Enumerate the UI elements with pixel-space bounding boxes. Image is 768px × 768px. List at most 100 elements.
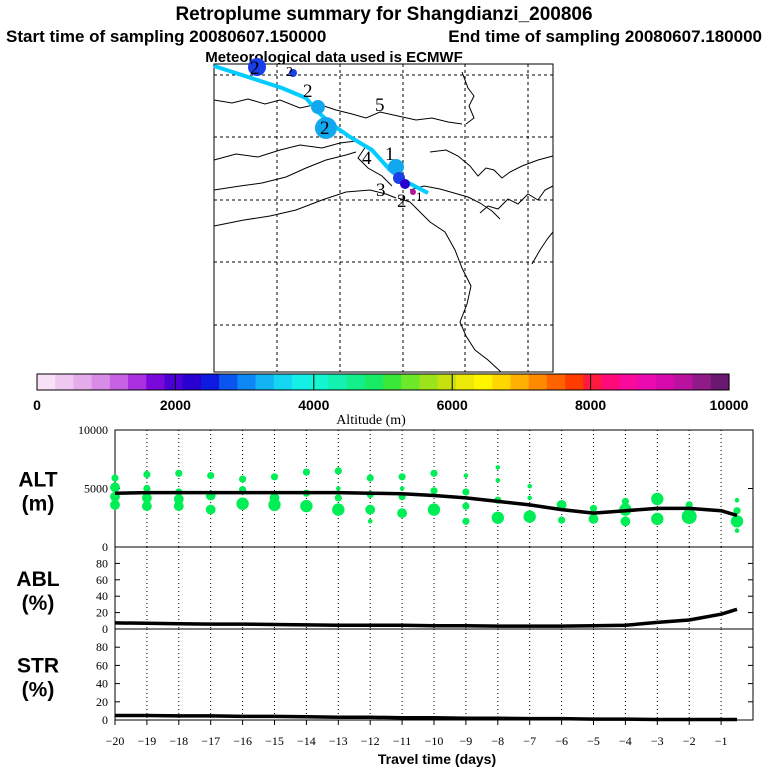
- altitude-point: [730, 515, 744, 528]
- altitude-point: [589, 504, 598, 512]
- x-tick-label: −9: [460, 734, 473, 748]
- x-axis-label: Travel time (days): [378, 751, 496, 767]
- colorbar-swatch: [255, 374, 275, 390]
- panel-label-name: ALT: [18, 469, 57, 492]
- altitude-point: [733, 507, 741, 515]
- altitude-point: [175, 469, 183, 477]
- colorbar-swatch: [164, 374, 184, 390]
- panel-label-unit: (m): [22, 493, 55, 516]
- colorbar-swatches: [37, 374, 730, 390]
- altitude-point: [427, 503, 441, 516]
- altitude-point: [495, 465, 501, 470]
- altitude-point: [620, 516, 631, 527]
- colorbar: 0 2000 4000 6000 8000 10000 Altitude (m): [33, 373, 749, 428]
- x-tick-label: −13: [329, 734, 348, 748]
- x-tick-label: −12: [361, 734, 380, 748]
- altitude-point: [430, 487, 438, 495]
- panel-alt: 10000 5000 0 ALT(m): [18, 423, 754, 554]
- panel-str: 80 60 40 20 0 STR(%): [17, 628, 754, 727]
- altitude-point: [495, 478, 501, 483]
- altitude-point: [336, 486, 341, 491]
- colorbar-swatch: [510, 374, 530, 390]
- altitude-point: [588, 514, 599, 524]
- colorbar-tick-label: 0: [33, 397, 41, 413]
- region-number: 5: [375, 95, 385, 116]
- altitude-point: [734, 497, 740, 503]
- y-tick-label: 60: [96, 658, 108, 672]
- altitude-point: [173, 501, 184, 511]
- altitude-point: [270, 473, 279, 481]
- start-time-label: Start time of sampling 20080607.150000: [6, 27, 326, 46]
- altitude-point: [462, 488, 470, 496]
- region-number: 2: [397, 191, 407, 212]
- altitude-point: [207, 472, 215, 480]
- region-number: 4: [362, 148, 372, 169]
- x-tick-label: −17: [201, 734, 220, 748]
- altitude-point: [651, 492, 664, 506]
- x-tick-label: −20: [106, 734, 125, 748]
- colorbar-swatch: [619, 374, 639, 390]
- altitude-point: [366, 474, 374, 482]
- colorbar-swatch: [437, 374, 457, 390]
- colorbar-swatch: [692, 374, 712, 390]
- map-frame: [213, 63, 554, 373]
- altitude-point: [556, 500, 567, 510]
- coastlines: [213, 71, 554, 373]
- altitude-point: [398, 473, 406, 481]
- colorbar-swatch: [55, 374, 75, 390]
- colorbar-tick-label: 6000: [437, 397, 468, 413]
- x-tick-label: −7: [523, 734, 536, 748]
- altitude-point: [462, 517, 470, 525]
- colorbar-swatch: [474, 374, 493, 390]
- altitude-point: [334, 467, 342, 475]
- x-tick-label: −4: [619, 734, 632, 748]
- map-panel: 5 4 3 2 1 2 2 2 2 1: [213, 58, 554, 373]
- altitude-point: [111, 474, 119, 482]
- panel-label-name: STR: [17, 655, 59, 678]
- colorbar-tick-label: 10000: [710, 397, 749, 413]
- y-tick-label: 80: [96, 640, 108, 654]
- altitude-point: [268, 498, 281, 512]
- altitude-point: [734, 528, 740, 533]
- cluster-marker: [400, 179, 410, 189]
- colorbar-swatch: [91, 374, 111, 390]
- altitude-point: [143, 470, 151, 479]
- figure-title: Retroplume summary for Shangdianzi_20080…: [175, 4, 592, 25]
- altitude-point: [621, 497, 630, 505]
- x-tick-label: −14: [297, 734, 316, 748]
- altitude-point: [334, 494, 342, 502]
- altitude-point: [558, 516, 566, 524]
- x-tick-label: −18: [169, 734, 188, 748]
- colorbar-swatch: [710, 374, 730, 390]
- altitude-point: [491, 511, 504, 524]
- altitude-point: [300, 499, 313, 513]
- end-time-label: End time of sampling 20080607.180000: [448, 27, 762, 46]
- panel-label-name: ABL: [16, 568, 59, 591]
- y-tick-label: 5000: [84, 482, 108, 496]
- altitude-point: [173, 494, 184, 504]
- colorbar-swatch: [637, 374, 657, 390]
- y-tick-label: 0: [102, 713, 108, 727]
- x-tick-label: −8: [491, 734, 504, 748]
- altitude-point: [462, 502, 470, 510]
- series-line: [114, 607, 738, 628]
- cluster-marker: [289, 69, 297, 77]
- x-tick-label: −10: [425, 734, 444, 748]
- colorbar-swatch: [109, 374, 129, 390]
- y-tick-label: 10000: [78, 423, 108, 437]
- panel-abl: 80 60 40 20 0 ABL(%): [16, 546, 754, 636]
- colorbar-swatch: [601, 374, 621, 390]
- x-axis: −20 −19 −18 −17 −16 −15 −14 −13 −12 −11 −10 −9 −8 −7 −…: [106, 720, 727, 748]
- x-tick-label: −11: [393, 734, 411, 748]
- y-tick-label: 80: [96, 556, 108, 570]
- x-tick-label: −19: [138, 734, 157, 748]
- series-line: [115, 713, 737, 722]
- region-number: 2: [320, 118, 330, 139]
- y-tick-label: 0: [102, 622, 108, 636]
- region-number: 1: [385, 144, 395, 165]
- altitude-point: [110, 500, 120, 510]
- altitude-point: [365, 504, 376, 515]
- altitude-point: [332, 503, 345, 516]
- altitude-point: [399, 486, 405, 491]
- altitude-point: [651, 512, 664, 526]
